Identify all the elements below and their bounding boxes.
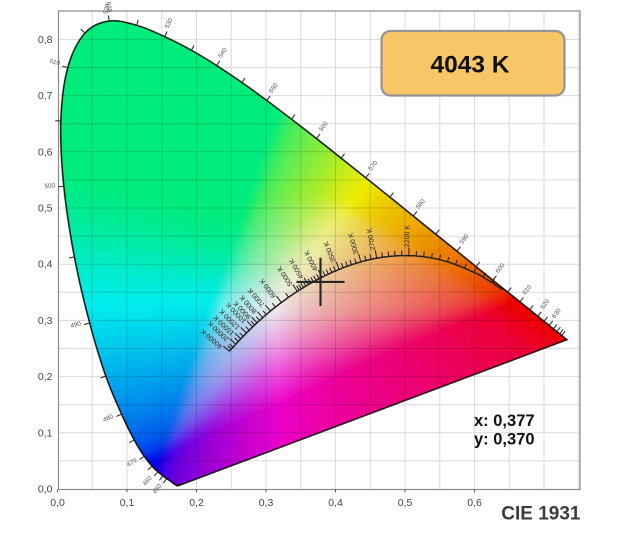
- svg-text:0,6: 0,6: [38, 146, 53, 158]
- svg-text:530: 530: [164, 17, 175, 30]
- svg-text:4043 K: 4043 K: [430, 52, 509, 79]
- svg-text:0,2: 0,2: [189, 497, 204, 509]
- svg-text:0,2: 0,2: [38, 371, 53, 383]
- svg-text:510: 510: [49, 58, 61, 68]
- svg-text:0,1: 0,1: [38, 427, 53, 439]
- svg-text:470: 470: [126, 457, 139, 469]
- svg-text:490: 490: [70, 320, 82, 330]
- svg-text:0,5: 0,5: [398, 497, 413, 509]
- svg-text:0,3: 0,3: [38, 315, 53, 327]
- svg-text:0,7: 0,7: [38, 90, 53, 102]
- svg-text:0,0: 0,0: [50, 497, 65, 509]
- svg-text:520: 520: [102, 2, 112, 14]
- svg-text:0,5: 0,5: [38, 203, 53, 215]
- svg-text:2700 K: 2700 K: [366, 227, 377, 250]
- svg-text:2200 K: 2200 K: [404, 225, 411, 248]
- svg-text:0,4: 0,4: [328, 497, 343, 509]
- svg-text:0,4: 0,4: [38, 259, 53, 271]
- svg-text:0,6: 0,6: [467, 497, 482, 509]
- svg-text:0,1: 0,1: [120, 497, 135, 509]
- svg-text:CIE 1931: CIE 1931: [501, 504, 581, 525]
- svg-text:0,0: 0,0: [38, 484, 53, 496]
- svg-text:y: 0,370: y: 0,370: [474, 431, 535, 449]
- svg-text:0,3: 0,3: [259, 497, 274, 509]
- svg-text:520: 520: [104, 1, 113, 13]
- svg-text:540: 540: [217, 46, 229, 59]
- svg-text:480: 480: [102, 413, 115, 424]
- svg-text:0,8: 0,8: [38, 34, 53, 46]
- svg-text:x: 0,377: x: 0,377: [474, 412, 535, 430]
- svg-text:500: 500: [44, 182, 56, 190]
